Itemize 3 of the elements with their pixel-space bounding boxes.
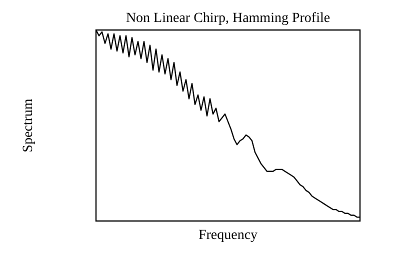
x-axis-title: Frequency: [198, 228, 258, 243]
y-axis-title: Spectrum: [21, 98, 36, 152]
chart-title: Non Linear Chirp, Hamming Profile: [126, 11, 330, 26]
